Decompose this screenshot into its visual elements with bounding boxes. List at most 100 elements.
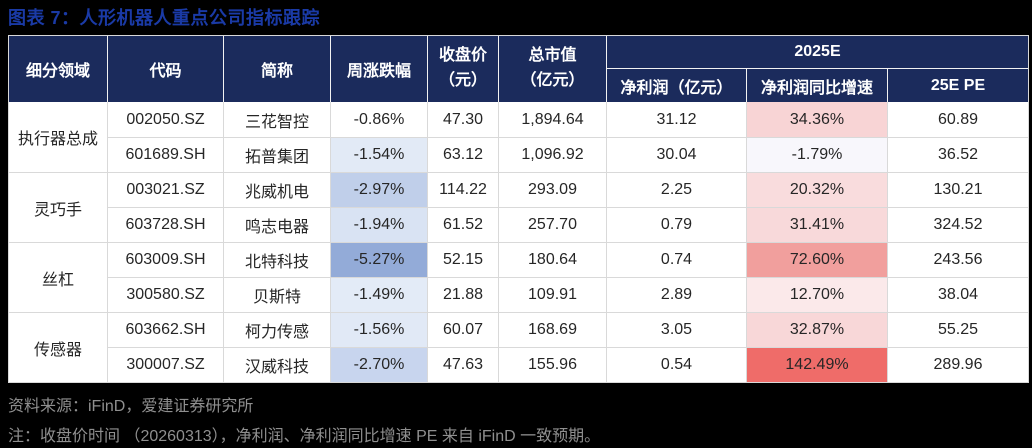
table-row: 603728.SH 鸣志电器 -1.94% 61.52 257.70 0.79 … — [9, 207, 1028, 242]
week-change-cell: -1.54% — [331, 137, 428, 172]
net-profit-cell: 0.79 — [607, 207, 747, 242]
name-cell: 汉威科技 — [224, 347, 331, 382]
table-header: 细分领域 代码 简称 周涨跌幅 收盘价 （元） 总市值 （亿元） 2025E 净 — [9, 36, 1028, 102]
col-header-pe: 25E PE — [888, 69, 1028, 102]
close-cell: 52.15 — [428, 242, 499, 277]
close-cell: 63.12 — [428, 137, 499, 172]
growth-cell: 31.41% — [747, 207, 888, 242]
code-cell: 603728.SH — [108, 207, 224, 242]
mcap-cell: 293.09 — [499, 172, 607, 207]
code-cell: 300007.SZ — [108, 347, 224, 382]
table-row: 丝杠 603009.SH 北特科技 -5.27% 52.15 180.64 0.… — [9, 242, 1028, 312]
col-header-2025e-group: 2025E — [607, 36, 1028, 69]
mcap-cell: 155.96 — [499, 347, 607, 382]
code-cell: 601689.SH — [108, 137, 224, 172]
mcap-cell: 109.91 — [499, 277, 607, 312]
net-profit-cell: 2.89 — [607, 277, 747, 312]
col-header-mcap: 总市值 （亿元） — [499, 36, 607, 102]
col-header-segment: 细分领域 — [9, 36, 108, 102]
name-cell: 拓普集团 — [224, 137, 331, 172]
week-change-cell: -1.56% — [331, 312, 428, 347]
col-header-close-line2: （元） — [438, 72, 487, 89]
mcap-cell: 257.70 — [499, 207, 607, 242]
growth-cell: 72.60% — [747, 242, 888, 277]
week-change-cell: -1.94% — [331, 207, 428, 242]
header-row-top: 细分领域 代码 简称 周涨跌幅 收盘价 （元） 总市值 （亿元） 2025E — [9, 36, 1028, 102]
pe-cell: 36.52 — [888, 137, 1028, 172]
growth-cell: 32.87% — [747, 312, 888, 347]
pe-cell: 243.56 — [888, 242, 1028, 277]
name-cell: 兆威机电 — [224, 172, 331, 207]
close-cell: 114.22 — [428, 172, 499, 207]
table-row: 执行器总成 002050.SZ 三花智控 -0.86% 47.30 1,894.… — [9, 102, 1028, 172]
code-cell: 002050.SZ — [108, 102, 224, 137]
mcap-cell: 180.64 — [499, 242, 607, 277]
pe-cell: 60.89 — [888, 102, 1028, 137]
close-cell: 60.07 — [428, 312, 499, 347]
col-header-close-line1: 收盘价 — [438, 47, 487, 65]
mcap-cell: 1,096.92 — [499, 137, 607, 172]
table-container: 细分领域 代码 简称 周涨跌幅 收盘价 （元） 总市值 （亿元） 2025E 净 — [8, 35, 1029, 383]
table-row: 传感器 603662.SH 柯力传感 -1.56% 60.07 168.69 3… — [9, 312, 1028, 382]
figure-title: 图表 7：人形机器人重点公司指标跟踪 — [8, 8, 321, 28]
col-header-week-change: 周涨跌幅 — [331, 36, 428, 102]
pe-cell: 324.52 — [888, 207, 1028, 242]
segment-cell: 传感器 — [9, 312, 108, 382]
col-header-mcap-line1: 总市值 — [528, 47, 577, 65]
code-cell: 603009.SH — [108, 242, 224, 277]
week-change-cell: -2.70% — [331, 347, 428, 382]
net-profit-cell: 2.25 — [607, 172, 747, 207]
col-header-mcap-line2: （亿元） — [520, 72, 585, 89]
company-metrics-table: 细分领域 代码 简称 周涨跌幅 收盘价 （元） 总市值 （亿元） 2025E 净 — [9, 36, 1028, 382]
col-header-close: 收盘价 （元） — [428, 36, 499, 102]
table-row: 300007.SZ 汉威科技 -2.70% 47.63 155.96 0.54 … — [9, 347, 1028, 382]
name-cell: 三花智控 — [224, 102, 331, 137]
week-change-cell: -0.86% — [331, 102, 428, 137]
header-row-sub: 净利润（亿元） 净利润同比增速 25E PE — [9, 69, 1028, 102]
segment-cell: 灵巧手 — [9, 172, 108, 242]
table-body: 执行器总成 002050.SZ 三花智控 -0.86% 47.30 1,894.… — [9, 102, 1028, 382]
code-cell: 003021.SZ — [108, 172, 224, 207]
close-cell: 61.52 — [428, 207, 499, 242]
growth-cell: -1.79% — [747, 137, 888, 172]
mcap-cell: 168.69 — [499, 312, 607, 347]
net-profit-cell: 0.54 — [607, 347, 747, 382]
report-page: 图表 7：人形机器人重点公司指标跟踪 细分领域 代码 简称 周涨跌幅 收盘价 （… — [0, 4, 1032, 448]
segment-cell: 丝杠 — [9, 242, 108, 312]
col-header-net-profit: 净利润（亿元） — [607, 69, 747, 102]
name-cell: 鸣志电器 — [224, 207, 331, 242]
net-profit-cell: 0.74 — [607, 242, 747, 277]
close-cell: 47.63 — [428, 347, 499, 382]
net-profit-cell: 31.12 — [607, 102, 747, 137]
segment-cell: 执行器总成 — [9, 102, 108, 172]
growth-cell: 20.32% — [747, 172, 888, 207]
pe-cell: 130.21 — [888, 172, 1028, 207]
pe-cell: 289.96 — [888, 347, 1028, 382]
net-profit-cell: 30.04 — [607, 137, 747, 172]
net-profit-cell: 3.05 — [607, 312, 747, 347]
note-line: 注：收盘价时间 （20260313），净利润、净利润同比增速 PE 来自 iFi… — [8, 428, 601, 445]
close-cell: 21.88 — [428, 277, 499, 312]
col-header-name: 简称 — [224, 36, 331, 102]
growth-cell: 142.49% — [747, 347, 888, 382]
growth-cell: 12.70% — [747, 277, 888, 312]
name-cell: 柯力传感 — [224, 312, 331, 347]
name-cell: 贝斯特 — [224, 277, 331, 312]
table-row: 300580.SZ 贝斯特 -1.49% 21.88 109.91 2.89 1… — [9, 277, 1028, 312]
col-header-code: 代码 — [108, 36, 224, 102]
source-line: 资料来源：iFinD，爱建证券研究所 — [8, 398, 254, 415]
week-change-cell: -5.27% — [331, 242, 428, 277]
table-row: 601689.SH 拓普集团 -1.54% 63.12 1,096.92 30.… — [9, 137, 1028, 172]
mcap-cell: 1,894.64 — [499, 102, 607, 137]
code-cell: 603662.SH — [108, 312, 224, 347]
code-cell: 300580.SZ — [108, 277, 224, 312]
growth-cell: 34.36% — [747, 102, 888, 137]
week-change-cell: -1.49% — [331, 277, 428, 312]
table-row: 灵巧手 003021.SZ 兆威机电 -2.97% 114.22 293.09 … — [9, 172, 1028, 242]
week-change-cell: -2.97% — [331, 172, 428, 207]
col-header-profit-growth: 净利润同比增速 — [747, 69, 888, 102]
pe-cell: 55.25 — [888, 312, 1028, 347]
name-cell: 北特科技 — [224, 242, 331, 277]
close-cell: 47.30 — [428, 102, 499, 137]
pe-cell: 38.04 — [888, 277, 1028, 312]
